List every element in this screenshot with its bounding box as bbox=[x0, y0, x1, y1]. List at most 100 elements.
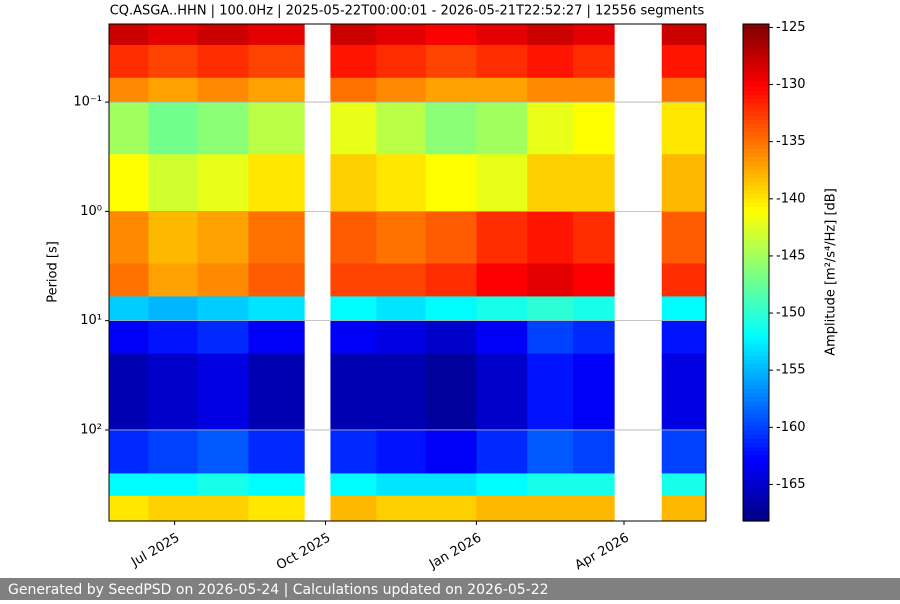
heatmap-cell bbox=[527, 77, 574, 103]
heatmap-cell bbox=[197, 296, 249, 322]
colorbar-strip bbox=[743, 264, 769, 269]
heatmap-cell bbox=[527, 102, 574, 155]
heatmap-cell bbox=[476, 24, 528, 46]
heatmap-cell bbox=[248, 154, 305, 212]
colorbar-strip bbox=[743, 86, 769, 91]
colorbar-strip bbox=[743, 293, 769, 298]
heatmap-cell bbox=[527, 353, 574, 431]
plot-frame bbox=[108, 23, 707, 522]
colorbar-tick-label: -145 bbox=[776, 248, 806, 263]
heatmap-cell bbox=[476, 473, 528, 497]
colorbar-strip bbox=[743, 309, 769, 315]
heatmap-cell bbox=[527, 473, 574, 497]
heatmap-cell bbox=[376, 77, 427, 103]
heatmap-cell bbox=[661, 44, 707, 79]
heatmap-cell bbox=[148, 473, 199, 497]
heatmap-cell bbox=[330, 263, 377, 297]
heatmap-cell bbox=[197, 473, 249, 497]
heatmap-cell bbox=[109, 154, 149, 212]
heatmap-cell bbox=[248, 102, 305, 155]
colorbar-strip bbox=[743, 454, 769, 460]
heatmap-cell bbox=[109, 429, 149, 474]
colorbar-strip bbox=[743, 392, 769, 398]
colorbar-strip bbox=[743, 280, 769, 286]
colorbar-strip bbox=[743, 347, 769, 352]
colorbar-strip bbox=[743, 442, 769, 448]
heatmap-cell bbox=[330, 320, 377, 355]
heatmap-cell bbox=[197, 77, 249, 103]
colorbar-strip bbox=[743, 226, 769, 232]
colorbar-strip bbox=[743, 160, 769, 166]
heatmap-cell bbox=[109, 77, 149, 103]
colorbar-strip bbox=[743, 405, 769, 410]
heatmap-cell bbox=[148, 211, 199, 265]
colorbar-tick-label: -130 bbox=[776, 77, 806, 92]
heatmap-cell bbox=[330, 353, 377, 431]
colorbar-strip bbox=[743, 156, 769, 162]
colorbar-strip bbox=[743, 471, 769, 477]
colorbar-strip bbox=[743, 32, 769, 38]
colorbar-strip bbox=[743, 239, 769, 245]
colorbar-strip bbox=[743, 342, 769, 348]
heatmap-cell bbox=[476, 102, 528, 155]
heatmap-cell bbox=[330, 473, 377, 497]
heatmap-cell bbox=[109, 24, 149, 46]
colorbar-strip bbox=[743, 98, 769, 104]
heatmap-cell bbox=[527, 263, 574, 297]
colorbar-strip bbox=[743, 231, 769, 236]
heatmap-cell bbox=[476, 77, 528, 103]
heatmap-cell bbox=[148, 263, 199, 297]
colorbar-strip bbox=[743, 193, 769, 199]
colorbar-strip bbox=[743, 363, 769, 369]
heatmap-cell bbox=[573, 24, 615, 46]
colorbar-strip bbox=[743, 210, 769, 216]
colorbar-strip bbox=[743, 268, 769, 274]
colorbar-frame bbox=[742, 23, 770, 522]
colorbar-strip bbox=[743, 148, 769, 153]
colorbar-tick-label: -125 bbox=[776, 20, 806, 35]
colorbar-strip bbox=[743, 131, 769, 137]
colorbar-strip bbox=[743, 202, 769, 207]
heatmap-cell bbox=[197, 495, 249, 522]
colorbar-strip bbox=[743, 438, 769, 443]
heatmap-cell bbox=[148, 24, 199, 46]
colorbar-strip bbox=[743, 235, 769, 240]
colorbar-tick-label: -165 bbox=[776, 477, 806, 492]
heatmap-cell bbox=[425, 353, 477, 431]
heatmap-cell bbox=[425, 296, 477, 322]
heatmap-cell bbox=[527, 429, 574, 474]
heatmap-cell bbox=[330, 77, 377, 103]
colorbar-strip bbox=[743, 384, 769, 390]
heatmap-cell bbox=[476, 320, 528, 355]
heatmap-cell bbox=[573, 495, 615, 522]
heatmap-cell bbox=[573, 102, 615, 155]
colorbar-strip bbox=[743, 40, 769, 46]
heatmap-cell bbox=[330, 495, 377, 522]
heatmap-cell bbox=[330, 24, 377, 46]
heatmap-cell bbox=[573, 44, 615, 79]
heatmap-cell bbox=[197, 154, 249, 212]
heatmap-cell bbox=[425, 77, 477, 103]
colorbar-strip bbox=[743, 305, 769, 311]
colorbar-strip bbox=[743, 359, 769, 365]
heatmap-cell bbox=[573, 154, 615, 212]
heatmap-cell bbox=[197, 353, 249, 431]
colorbar-strip bbox=[743, 512, 769, 518]
colorbar-label: Amplitude [m²/s⁴/Hz] [dB] bbox=[824, 188, 839, 356]
heatmap-cell bbox=[661, 353, 707, 431]
colorbar-strip bbox=[743, 222, 769, 228]
heatmap-cell bbox=[109, 296, 149, 322]
colorbar-strip bbox=[743, 413, 769, 419]
heatmap-cell bbox=[661, 77, 707, 103]
chart-title: CQ.ASGA..HHN | 100.0Hz | 2025-05-22T00:0… bbox=[110, 4, 705, 19]
colorbar-strip bbox=[743, 61, 769, 67]
colorbar-strip bbox=[743, 479, 769, 485]
colorbar-strip bbox=[743, 318, 769, 323]
colorbar-strip bbox=[743, 425, 769, 431]
colorbar-strip bbox=[743, 102, 769, 108]
heatmap-cell bbox=[197, 44, 249, 79]
heatmap-cell bbox=[661, 495, 707, 522]
colorbar-strip bbox=[743, 376, 769, 381]
heatmap-cell bbox=[248, 44, 305, 79]
colorbar-strip bbox=[743, 351, 769, 356]
